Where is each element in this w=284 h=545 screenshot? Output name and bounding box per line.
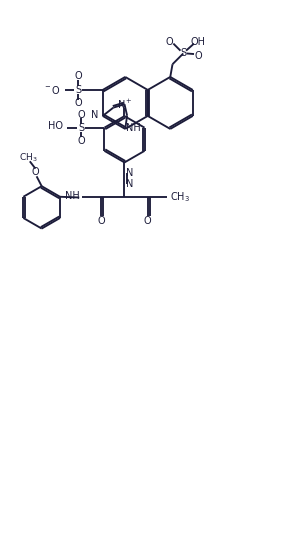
Text: S: S	[75, 85, 81, 95]
Text: N: N	[126, 179, 134, 189]
Text: O: O	[74, 99, 82, 108]
Text: O: O	[97, 216, 105, 226]
Text: O: O	[194, 51, 202, 60]
Text: O: O	[32, 167, 39, 177]
Text: $^-$O: $^-$O	[43, 84, 60, 96]
Text: OH: OH	[191, 37, 205, 47]
Text: CH$_3$: CH$_3$	[170, 191, 190, 204]
Text: CH$_3$: CH$_3$	[19, 152, 37, 164]
Text: NH: NH	[126, 123, 141, 134]
Text: O: O	[78, 136, 85, 146]
Text: HO: HO	[48, 122, 63, 131]
Text: NH: NH	[65, 191, 80, 201]
Text: O: O	[166, 37, 174, 47]
Text: N: N	[91, 111, 99, 120]
Text: S: S	[180, 49, 186, 58]
Text: O: O	[74, 71, 82, 81]
Text: N: N	[126, 168, 134, 178]
Text: S: S	[78, 123, 84, 132]
Text: O: O	[144, 216, 151, 226]
Text: N$^+$: N$^+$	[117, 98, 132, 111]
Text: O: O	[78, 110, 85, 120]
